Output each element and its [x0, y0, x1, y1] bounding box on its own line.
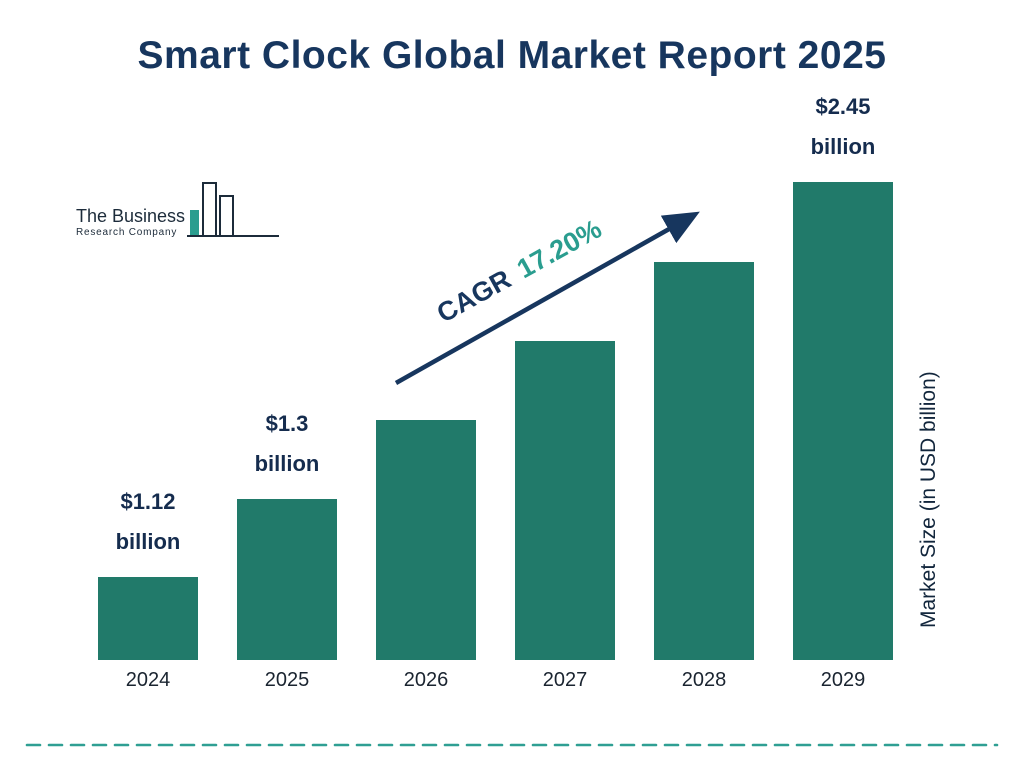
- bar-column-2027: 2027: [515, 341, 615, 691]
- x-tick-2029: 2029: [820, 669, 866, 691]
- bar-column-2029: $2.45 billion 2029: [793, 87, 893, 691]
- bar-column-2028: 2028: [654, 262, 754, 691]
- bar-2028: [654, 262, 754, 660]
- x-tick-2024: 2024: [125, 669, 171, 691]
- x-tick-2028: 2028: [681, 669, 727, 691]
- x-tick-2025: 2025: [264, 669, 310, 691]
- logo-bar-chart-icon: [187, 182, 280, 237]
- page-title: Smart Clock Global Market Report 2025: [137, 34, 887, 77]
- company-logo: The Business Research Company: [76, 180, 280, 242]
- company-name: The Business: [76, 206, 186, 226]
- company-subtitle: Research Company: [76, 227, 178, 238]
- bar-value-label-2024: $1.12 billion: [115, 488, 181, 555]
- bar-chart: $1.12 billion 2024 $1.3 billion 2025 2026 2027 2…: [98, 0, 893, 691]
- bar-2029: [793, 182, 893, 660]
- bar-column-2025: $1.3 billion 2025: [237, 404, 337, 691]
- x-tick-2027: 2027: [542, 669, 588, 691]
- bar-2024: [98, 577, 198, 660]
- company-logo-text: The Business Research Company: [76, 206, 185, 238]
- bar-column-2024: $1.12 billion 2024: [98, 482, 198, 691]
- bottom-dashed-line: [25, 734, 999, 747]
- y-axis-label: Market Size (in USD billion): [917, 371, 940, 629]
- bar-value-label-2025: $1.3 billion: [254, 410, 320, 477]
- bar-column-2026: 2026: [376, 420, 476, 691]
- x-tick-2026: 2026: [403, 669, 449, 691]
- bar-2025: [237, 499, 337, 660]
- bar-2026: [376, 420, 476, 660]
- bar-2027: [515, 341, 615, 660]
- bar-value-label-2029: $2.45 billion: [810, 93, 876, 160]
